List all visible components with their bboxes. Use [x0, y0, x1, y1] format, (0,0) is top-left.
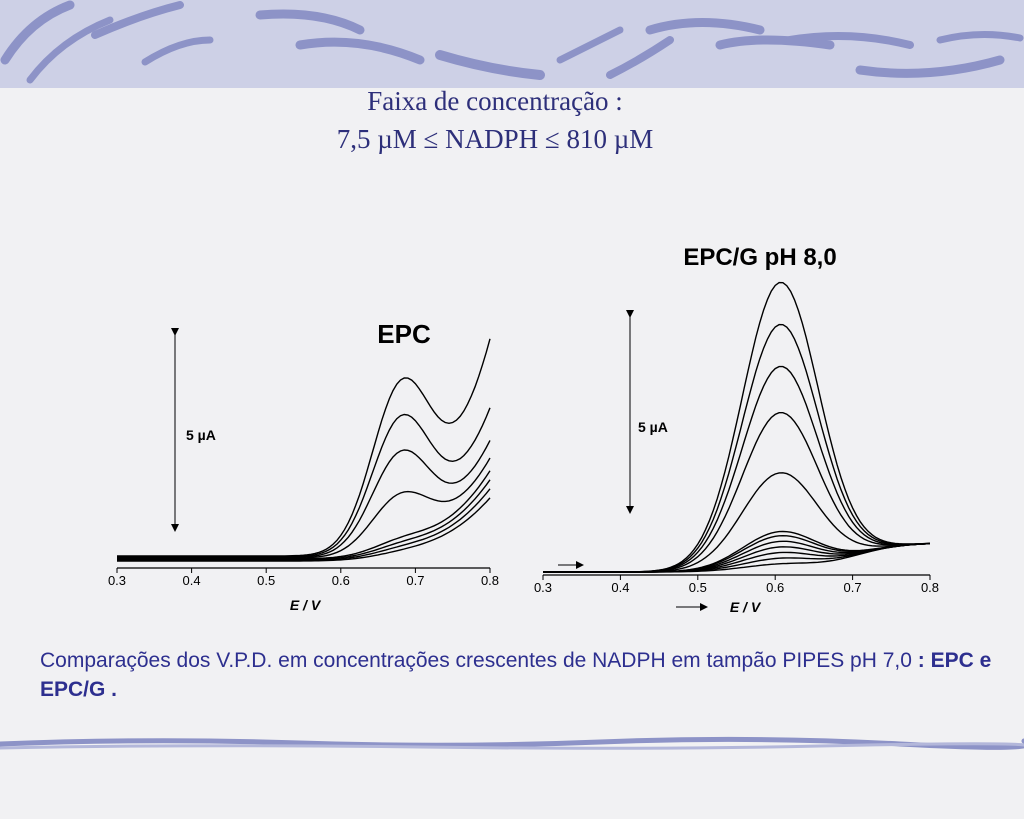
x-tick-label: 0.6 — [332, 573, 350, 588]
swoosh-decoration — [0, 0, 1024, 84]
epc-g-voltammogram-curve — [543, 412, 931, 573]
x-tick-label: 0.3 — [108, 573, 126, 588]
x-tick-label: 0.7 — [844, 580, 862, 595]
voltammogram-charts: EPC 5 µA 0.3 0.4 0.5 0.6 0.7 0.8 E / V EPC/G … — [108, 244, 939, 615]
decorative-banner — [0, 0, 1024, 88]
epc-g-voltammogram-curve — [543, 281, 931, 573]
epc-g-voltammogram-curve — [543, 542, 931, 573]
epc-curves — [117, 338, 491, 562]
x-tick-label: 0.6 — [766, 580, 784, 595]
epc-g-curves — [543, 281, 931, 573]
epc-g-chart-title: EPC/G pH 8,0 — [683, 244, 836, 271]
epc-g-x-ticks: 0.3 0.4 0.5 0.6 0.7 0.8 — [534, 575, 939, 595]
epc-voltammogram-curve — [117, 440, 491, 559]
epc-voltammogram-curve — [117, 497, 491, 562]
epc-voltammogram-curve — [117, 338, 491, 557]
slide-title-line-1: Faixa de concentração : — [367, 86, 623, 116]
caption-text: Comparações dos V.P.D. em concentrações … — [40, 649, 918, 672]
epc-scale-bar-label: 5 µA — [186, 427, 216, 443]
epc-g-scale-bar-label: 5 µA — [638, 419, 668, 435]
epc-x-ticks: 0.3 0.4 0.5 0.6 0.7 0.8 — [108, 568, 499, 588]
x-tick-label: 0.7 — [406, 573, 424, 588]
epc-g-voltammogram-curve — [543, 534, 931, 573]
epc-chart-title: EPC — [377, 319, 431, 349]
x-tick-label: 0.3 — [534, 580, 552, 595]
x-tick-label: 0.4 — [183, 573, 201, 588]
slide-caption: Comparações dos V.P.D. em concentrações … — [40, 646, 1015, 704]
x-tick-label: 0.5 — [689, 580, 707, 595]
x-tick-label: 0.8 — [481, 573, 499, 588]
epc-x-axis-label: E / V — [290, 597, 322, 613]
x-tick-label: 0.8 — [921, 580, 939, 595]
epc-g-voltammogram-curve — [543, 365, 931, 573]
bottom-decorative-rule — [0, 736, 1024, 750]
epc-voltammogram-curve — [117, 470, 491, 560]
x-tick-label: 0.4 — [611, 580, 629, 595]
epc-voltammogram-curve — [117, 407, 491, 558]
epc-g-chart: EPC/G pH 8,0 5 µA 0.3 0.4 0.5 0.6 0.7 0.8 E /… — [534, 244, 939, 615]
x-tick-label: 0.5 — [257, 573, 275, 588]
epc-voltammogram-curve — [117, 479, 491, 561]
epc-chart: EPC 5 µA 0.3 0.4 0.5 0.6 0.7 0.8 E / V — [108, 319, 499, 613]
slide-title-line-2: 7,5 µM ≤ NADPH ≤ 810 µM — [336, 124, 654, 154]
epc-g-x-axis-label: E / V — [730, 599, 762, 615]
caption-bold-text: : EPC e EPC/G . — [40, 649, 992, 701]
